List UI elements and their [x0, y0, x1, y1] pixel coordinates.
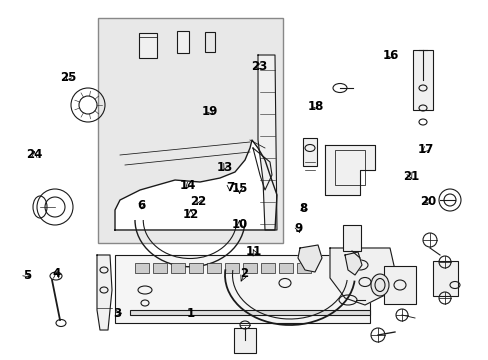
Text: 5: 5: [23, 269, 31, 282]
Bar: [224, 263, 239, 273]
Bar: [342, 225, 360, 251]
Text: 2: 2: [240, 267, 248, 280]
Bar: [334, 150, 364, 185]
Ellipse shape: [370, 274, 388, 296]
FancyBboxPatch shape: [98, 18, 283, 243]
Text: 17: 17: [416, 143, 433, 156]
Polygon shape: [345, 252, 361, 275]
Text: 10: 10: [231, 219, 247, 231]
Text: 1: 1: [186, 307, 194, 320]
Bar: [279, 263, 292, 273]
Bar: [204, 32, 215, 52]
Bar: [234, 328, 256, 352]
Polygon shape: [115, 140, 276, 230]
Text: 3: 3: [113, 307, 121, 320]
Text: 12: 12: [182, 208, 199, 221]
Bar: [383, 266, 415, 304]
Bar: [431, 261, 457, 296]
Bar: [296, 263, 310, 273]
Bar: [261, 263, 274, 273]
Polygon shape: [325, 145, 374, 195]
Text: 14: 14: [180, 179, 196, 192]
Text: 15: 15: [231, 183, 247, 195]
Bar: [139, 32, 157, 58]
Text: 18: 18: [306, 100, 323, 113]
Text: 21: 21: [402, 170, 418, 183]
Text: 13: 13: [216, 161, 233, 174]
Text: 8: 8: [299, 202, 306, 215]
Bar: [177, 31, 189, 53]
Bar: [303, 138, 316, 166]
Bar: [189, 263, 203, 273]
Text: 7: 7: [225, 181, 233, 194]
Polygon shape: [329, 248, 394, 305]
Polygon shape: [258, 55, 276, 230]
Text: 6: 6: [138, 199, 145, 212]
Text: 4: 4: [52, 267, 60, 280]
Text: 24: 24: [26, 148, 42, 161]
Text: 16: 16: [382, 49, 399, 62]
Text: 22: 22: [189, 195, 206, 208]
Text: 23: 23: [250, 60, 267, 73]
Bar: [153, 263, 167, 273]
Polygon shape: [297, 245, 321, 272]
Bar: [130, 310, 369, 315]
Text: 20: 20: [419, 195, 435, 208]
Text: 25: 25: [60, 71, 77, 84]
Text: 19: 19: [202, 105, 218, 118]
Text: 9: 9: [294, 222, 302, 235]
Bar: [412, 50, 432, 110]
Bar: [171, 263, 184, 273]
Bar: [206, 263, 221, 273]
Bar: [115, 255, 369, 323]
Bar: [243, 263, 257, 273]
Text: 11: 11: [245, 246, 262, 258]
Polygon shape: [97, 255, 112, 330]
Bar: [135, 263, 149, 273]
